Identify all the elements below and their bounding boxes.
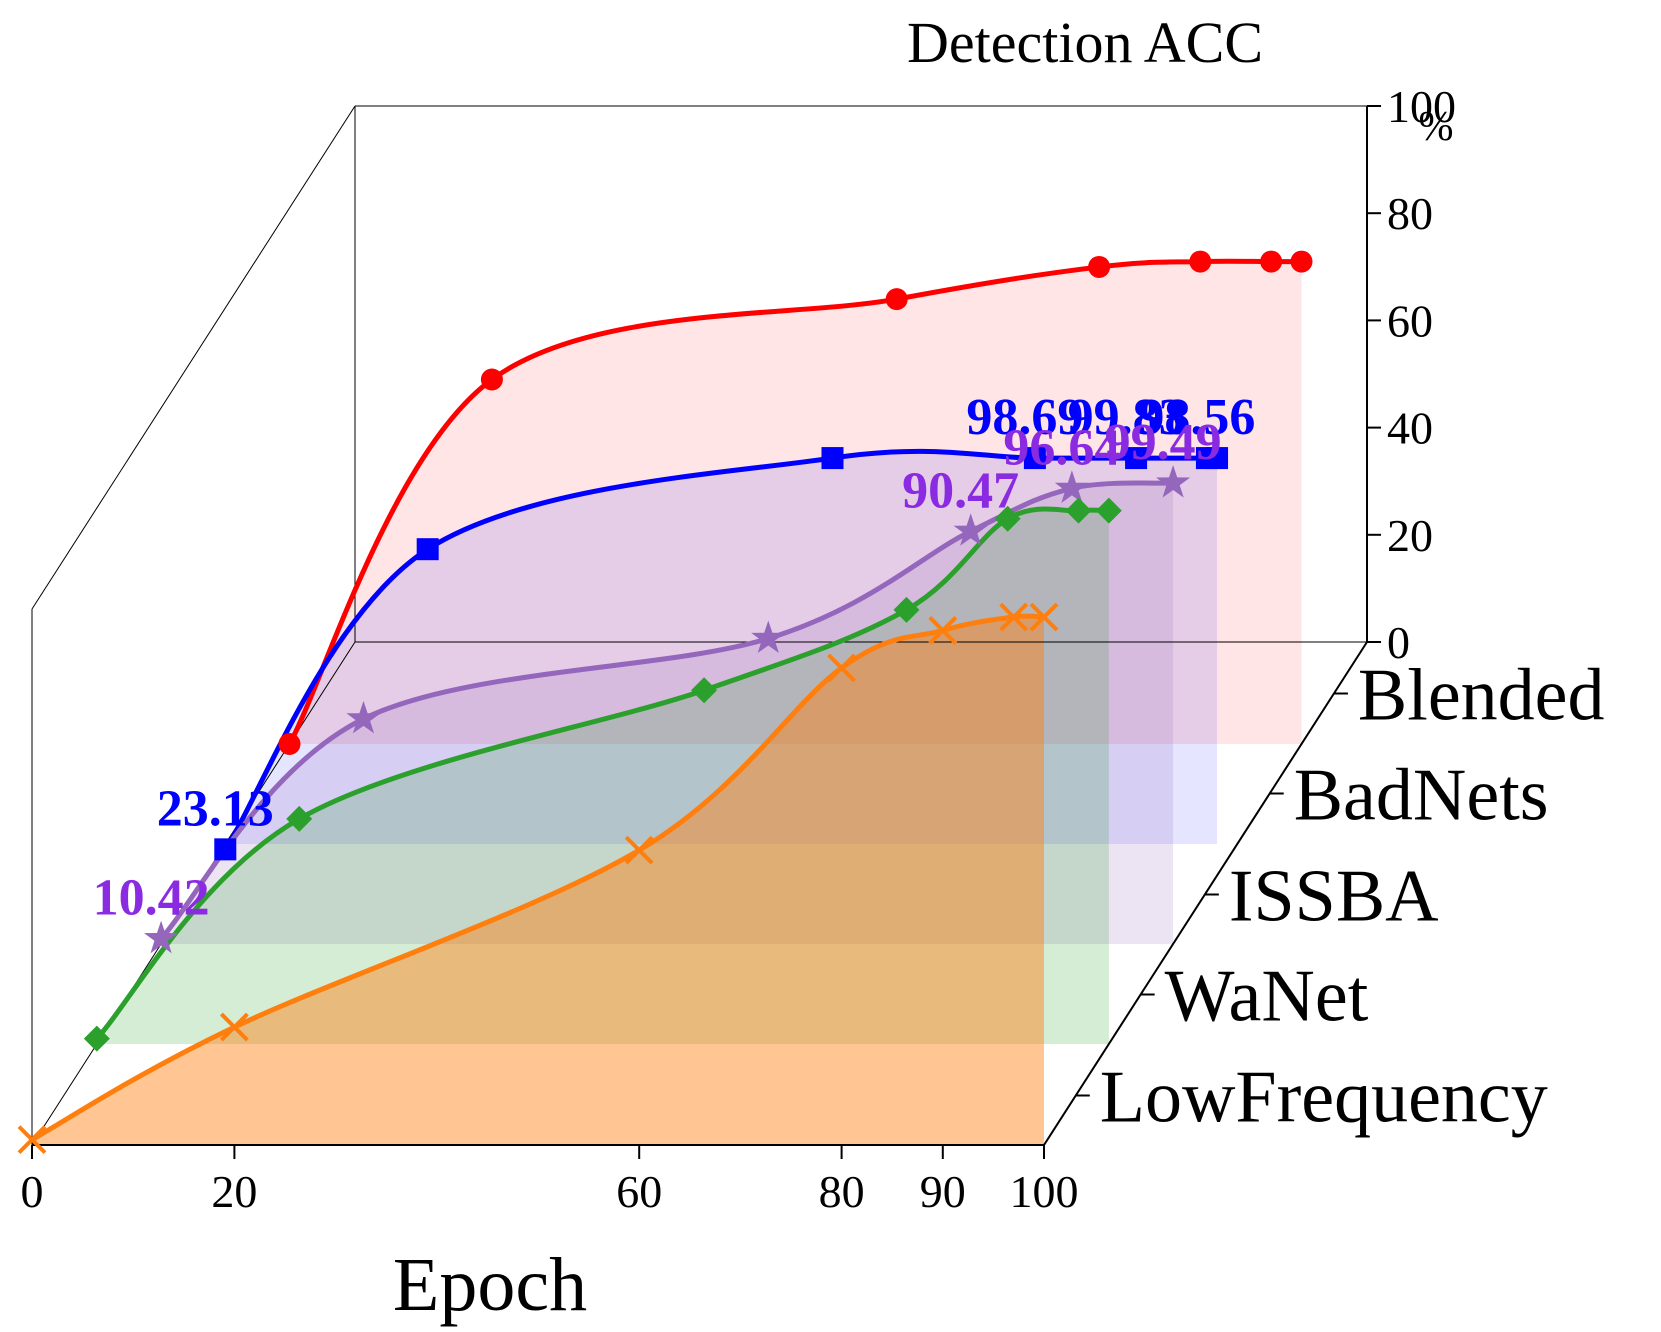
x-tick-label: 60 [616,1166,662,1217]
data-point-star [1156,465,1191,498]
data-point-star [1054,470,1089,503]
data-point-x [928,616,958,645]
data-point-square [214,838,237,861]
data-point-diamond [893,596,920,623]
data-point-circle [278,732,301,755]
series-fills [32,261,1302,1145]
data-point-circle [480,368,503,391]
data-point-x [17,1125,47,1155]
value-label: 90.47 [902,462,1019,519]
top-left-edge [31,105,356,610]
z-tick-label: 100 [1387,81,1456,132]
data-point-x [1029,602,1059,632]
data-point-circle [1189,250,1212,273]
data-point-diamond [1065,497,1092,524]
value-label: 98.69 [966,389,1083,446]
axes: 0 20 60 80 90 100 0 20 40 60 80 100 LowFrequency WaNe… [21,81,1605,1217]
data-point-square [416,538,439,561]
data-point-circle [1290,250,1313,273]
x-tick-label: 80 [819,1166,865,1217]
data-point-diamond [691,677,718,704]
data-point-star [751,620,786,653]
value-label: 98.56 [1138,389,1255,446]
x-tick-label: 0 [21,1166,44,1217]
depth-tick-label: BadNets [1294,754,1549,836]
series-line [29,613,1047,1143]
data-point-star [953,513,988,546]
series-fill [96,508,1109,1045]
data-point-circle [1260,250,1283,273]
data-point-diamond [286,805,313,832]
data-point-x [219,1012,249,1042]
series-markers [17,250,1313,1155]
depth-tick-label: WaNet [1165,955,1369,1037]
series-line [222,448,1220,852]
x-tick-label: 20 [211,1166,257,1217]
data-point-diamond [994,505,1021,532]
value-label: 10.42 [93,870,210,927]
data-point-x [624,835,654,865]
data-point-circle [1088,255,1111,278]
data-point-star [346,700,381,734]
data-point-square [1206,447,1229,470]
z-tick-label: 80 [1387,188,1433,239]
series-line [94,506,1112,1042]
z-axis-unit: % [1419,104,1454,150]
depth-tick-label: ISSBA [1229,855,1439,937]
data-point-diamond [1095,497,1122,524]
data-point-square [1023,447,1046,470]
data-point-star [144,920,179,954]
depth-tick-label: Blended [1358,654,1605,736]
z-tick-label: 0 [1387,617,1410,668]
depth-tick-label: LowFrequency [1100,1056,1548,1138]
z-axis-title: Detection ACC [907,10,1263,75]
series-line [287,258,1305,747]
data-point-x [827,653,857,683]
value-label: 99.49 [1105,414,1222,471]
data-point-square [1125,447,1148,470]
z-tick-label: 40 [1387,403,1433,454]
z-tick-label: 60 [1387,295,1433,346]
value-label: 23.13 [157,780,274,837]
x-axis-title: Epoch [393,1243,587,1327]
x-tick-label: 100 [1010,1166,1079,1217]
data-point-square [821,447,844,470]
data-point-diamond [83,1025,110,1052]
x-tick-label: 90 [920,1166,966,1217]
series-fill [32,616,1044,1145]
z-tick-label: 20 [1387,510,1433,561]
data-point-x [999,602,1029,632]
value-label: 99.83 [1068,389,1185,446]
data-point-circle [885,288,908,311]
value-label: 96.64 [1003,419,1120,476]
